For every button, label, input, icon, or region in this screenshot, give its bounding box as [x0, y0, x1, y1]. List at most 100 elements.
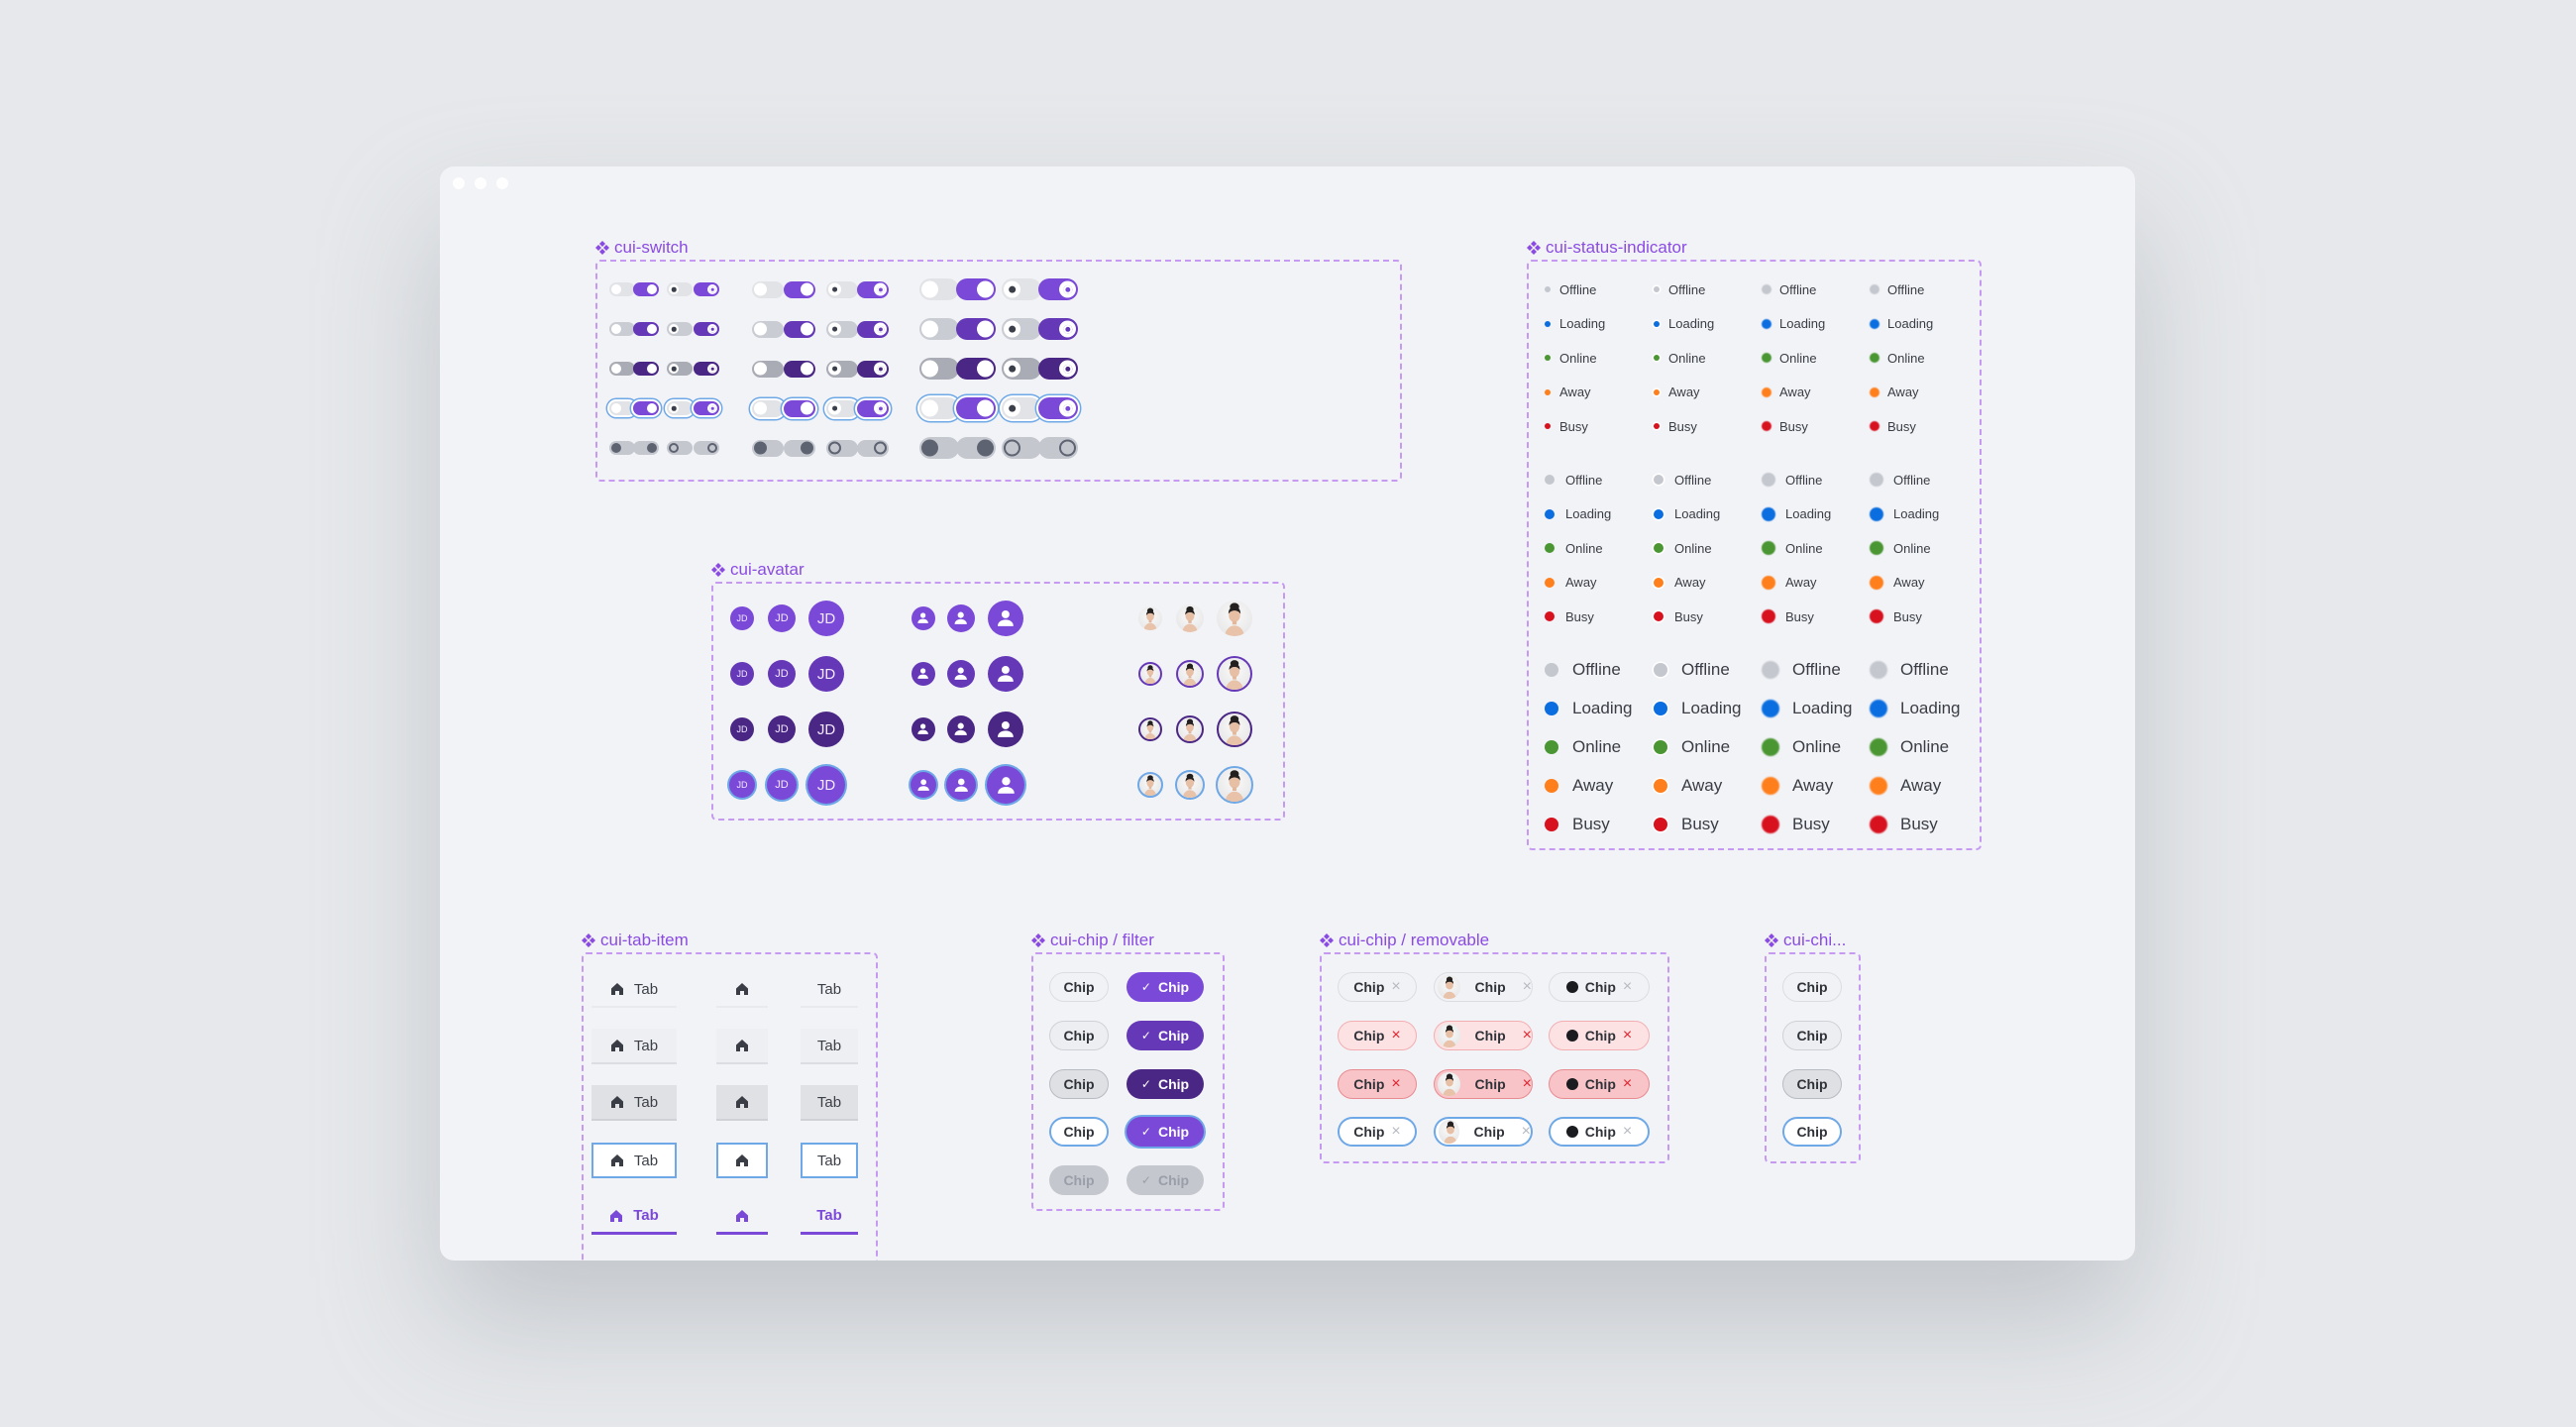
tab-item[interactable]: Tab: [591, 1143, 677, 1178]
remove-icon[interactable]: ×: [1391, 1123, 1401, 1140]
removable-chip[interactable]: Chip ×: [1434, 1021, 1533, 1050]
avatar-photo[interactable]: [1138, 717, 1162, 741]
switch-on[interactable]: [633, 362, 659, 376]
remove-icon[interactable]: ×: [1622, 1027, 1633, 1043]
avatar-initials[interactable]: JD: [730, 606, 754, 630]
avatar-icon[interactable]: [947, 715, 975, 743]
remove-icon[interactable]: ×: [1622, 978, 1633, 995]
filter-chip[interactable]: Chip: [1049, 1021, 1109, 1050]
removable-chip[interactable]: Chip ×: [1338, 972, 1417, 1002]
avatar-icon[interactable]: [988, 712, 1023, 747]
avatar-photo[interactable]: [1176, 604, 1204, 632]
removable-chip[interactable]: Chip ×: [1338, 1069, 1417, 1099]
switch-off[interactable]: [1002, 278, 1041, 300]
switch-on[interactable]: [633, 401, 659, 415]
avatar-initials[interactable]: JD: [730, 662, 754, 686]
avatar-icon[interactable]: [912, 662, 935, 686]
avatar-photo[interactable]: [1217, 656, 1252, 692]
switch-on[interactable]: [956, 278, 996, 300]
remove-icon[interactable]: ×: [1391, 978, 1401, 995]
switch-off[interactable]: [1002, 318, 1041, 340]
switch-on[interactable]: [857, 280, 889, 298]
switch-off[interactable]: [752, 360, 784, 378]
switch-off[interactable]: [609, 401, 635, 415]
switch-on[interactable]: [784, 320, 815, 338]
removable-chip[interactable]: Chip ×: [1434, 972, 1533, 1002]
switch-off[interactable]: [667, 322, 693, 336]
switch-off[interactable]: [826, 320, 858, 338]
avatar-photo[interactable]: [1176, 660, 1204, 688]
switch-on[interactable]: [784, 399, 815, 417]
avatar-photo[interactable]: [1138, 662, 1162, 686]
tab-item[interactable]: [716, 972, 768, 1008]
switch-on[interactable]: [1038, 278, 1078, 300]
avatar-initials[interactable]: JD: [730, 717, 754, 741]
remove-icon[interactable]: ×: [1522, 1075, 1532, 1092]
tab-item[interactable]: [716, 1143, 768, 1178]
removable-chip[interactable]: Chip ×: [1338, 1021, 1417, 1050]
tab-item[interactable]: Tab: [801, 1143, 858, 1178]
tab-item[interactable]: Tab: [801, 1085, 858, 1121]
switch-on[interactable]: [956, 358, 996, 380]
avatar-initials[interactable]: JD: [808, 712, 844, 747]
switch-on[interactable]: [857, 320, 889, 338]
avatar-photo[interactable]: [1217, 712, 1252, 747]
basic-chip[interactable]: Chip: [1782, 1021, 1842, 1050]
filter-chip-selected[interactable]: ✓ Chip: [1127, 972, 1204, 1002]
close-window-button[interactable]: [453, 177, 465, 189]
switch-on[interactable]: [956, 397, 996, 419]
switch-off[interactable]: [826, 280, 858, 298]
remove-icon[interactable]: ×: [1522, 1027, 1532, 1043]
filter-chip[interactable]: Chip: [1049, 972, 1109, 1002]
switch-off[interactable]: [667, 362, 693, 376]
avatar-initials[interactable]: JD: [807, 766, 845, 804]
filter-chip[interactable]: Chip: [1049, 1117, 1109, 1147]
switch-off[interactable]: [752, 320, 784, 338]
remove-icon[interactable]: ×: [1522, 978, 1532, 995]
avatar-photo[interactable]: [1217, 601, 1252, 636]
removable-chip[interactable]: Chip ×: [1549, 1021, 1650, 1050]
basic-chip[interactable]: Chip: [1782, 972, 1842, 1002]
switch-on[interactable]: [633, 322, 659, 336]
avatar-icon[interactable]: [912, 606, 935, 630]
switch-off[interactable]: [826, 399, 858, 417]
avatar-icon[interactable]: [988, 656, 1023, 692]
avatar-photo[interactable]: [1138, 606, 1162, 630]
switch-off[interactable]: [919, 278, 959, 300]
tab-item[interactable]: Tab: [801, 1199, 858, 1235]
avatar-initials[interactable]: JD: [808, 601, 844, 636]
avatar-photo[interactable]: [1216, 766, 1253, 804]
switch-on[interactable]: [1038, 397, 1078, 419]
avatar-icon[interactable]: [988, 601, 1023, 636]
tab-item[interactable]: Tab: [591, 1029, 677, 1064]
basic-chip[interactable]: Chip: [1782, 1117, 1842, 1147]
switch-on[interactable]: [784, 280, 815, 298]
avatar-initials[interactable]: JD: [768, 715, 796, 743]
tab-item[interactable]: [716, 1029, 768, 1064]
tab-item[interactable]: Tab: [801, 1029, 858, 1064]
remove-icon[interactable]: ×: [1622, 1075, 1633, 1092]
switch-off[interactable]: [1002, 397, 1041, 419]
remove-icon[interactable]: ×: [1391, 1027, 1401, 1043]
switch-off[interactable]: [1002, 358, 1041, 380]
switch-on[interactable]: [857, 360, 889, 378]
tab-item[interactable]: [716, 1199, 768, 1235]
basic-chip[interactable]: Chip: [1782, 1069, 1842, 1099]
maximize-window-button[interactable]: [496, 177, 508, 189]
filter-chip-selected[interactable]: ✓ Chip: [1127, 1069, 1204, 1099]
switch-off[interactable]: [609, 362, 635, 376]
switch-on[interactable]: [633, 282, 659, 296]
tab-item[interactable]: Tab: [591, 1199, 677, 1235]
switch-off[interactable]: [667, 401, 693, 415]
avatar-icon[interactable]: [912, 717, 935, 741]
removable-chip[interactable]: Chip ×: [1549, 1117, 1650, 1147]
switch-on[interactable]: [956, 318, 996, 340]
avatar-initials[interactable]: JD: [767, 770, 797, 800]
switch-off[interactable]: [609, 322, 635, 336]
removable-chip[interactable]: Chip ×: [1434, 1117, 1533, 1147]
avatar-photo[interactable]: [1175, 770, 1205, 800]
switch-off[interactable]: [609, 282, 635, 296]
switch-off[interactable]: [826, 360, 858, 378]
tab-item[interactable]: Tab: [801, 972, 858, 1008]
avatar-initials[interactable]: JD: [808, 656, 844, 692]
